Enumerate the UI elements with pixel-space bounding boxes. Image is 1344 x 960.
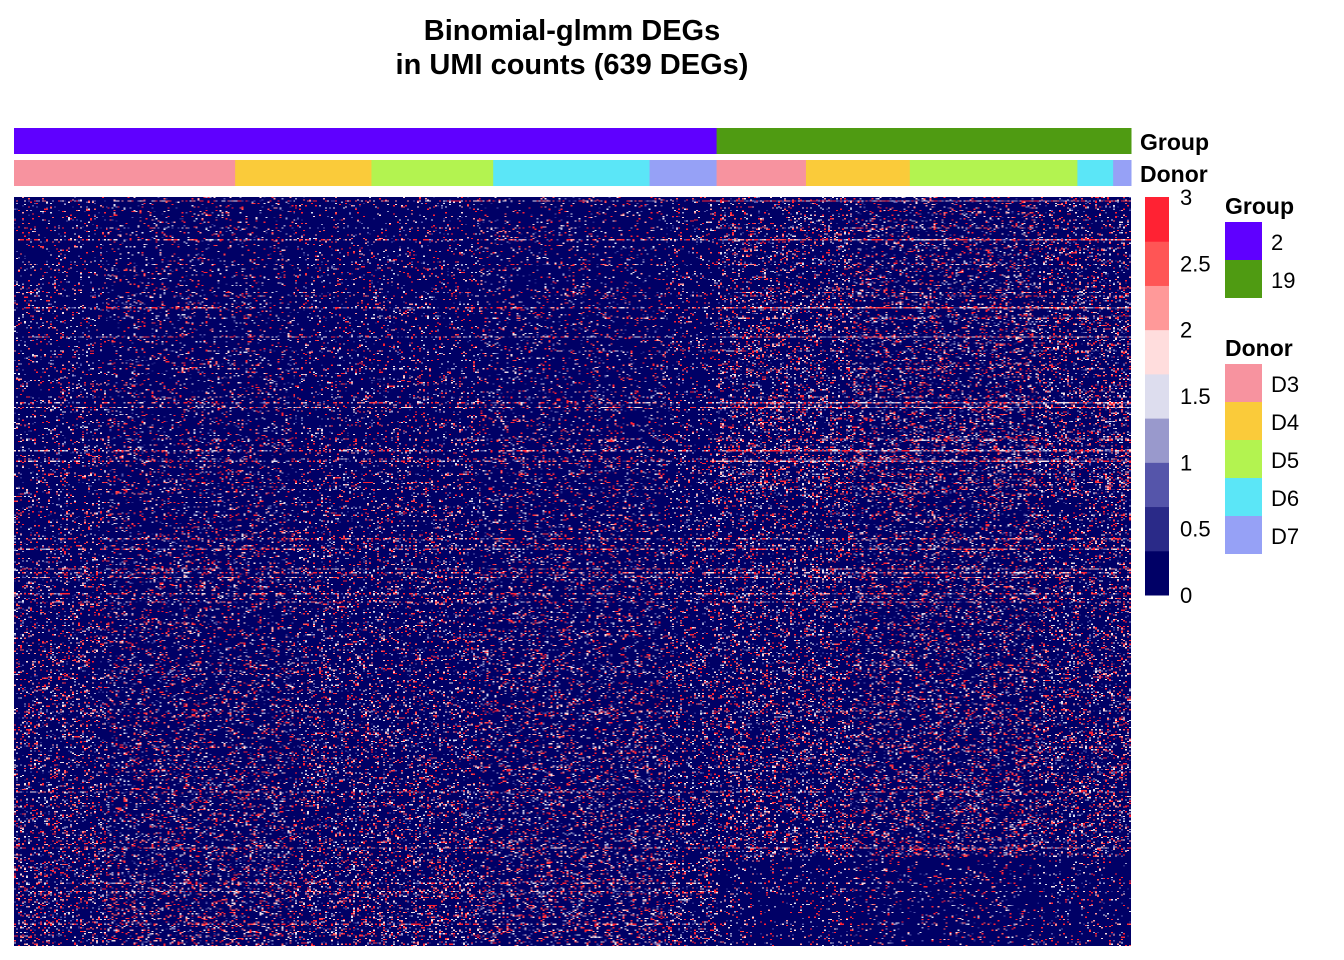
annotation-donor-segment-d6	[1077, 160, 1114, 186]
chart-title-line-2: in UMI counts (639 DEGs)	[395, 49, 749, 81]
color-scale-tick-label: 1.5	[1180, 384, 1211, 409]
chart-title-line-1: Binomial-glmm DEGs	[423, 15, 721, 47]
legend-swatch-d4	[1225, 402, 1262, 440]
annotation-track-labels: Group Donor	[1140, 129, 1209, 187]
annotation-group-segment-2	[14, 128, 718, 154]
legend-swatch-d5	[1225, 440, 1262, 478]
color-scale-swatch	[1145, 241, 1169, 286]
color-scale-tick-label: 3	[1180, 185, 1192, 210]
heatmap-cells	[14, 197, 1131, 946]
annotation-donor-segment-d4	[805, 160, 911, 186]
category-legends: Group 2 19 Donor D3 D4 D5 D6 D7	[1225, 193, 1299, 554]
legend-swatch-2	[1225, 222, 1262, 260]
annotation-donor-segment-d4	[235, 160, 372, 186]
color-scale-swatch	[1145, 506, 1169, 552]
legend-label-d5: D5	[1271, 448, 1299, 473]
color-scale-tick-label: 0.5	[1180, 517, 1211, 542]
color-scale-swatch	[1145, 550, 1169, 596]
color-scale-legend: 3 2.5 2 1.5 1 0.5 0	[1145, 185, 1211, 608]
color-scale-swatch	[1145, 373, 1169, 419]
legend-swatch-19	[1225, 260, 1262, 298]
annotation-donor-segment-d3	[716, 160, 807, 186]
legend-label-d7: D7	[1271, 524, 1299, 549]
color-scale-tick-label: 1	[1180, 450, 1192, 475]
color-scale-swatch	[1145, 462, 1169, 508]
color-scale-swatch	[1145, 197, 1169, 242]
annotation-donor-segment-d7	[1113, 160, 1132, 186]
annotation-label-donor: Donor	[1140, 161, 1208, 187]
legend-label-d3: D3	[1271, 372, 1299, 397]
annotation-bars	[14, 128, 1132, 186]
annotation-donor-segment-d6	[493, 160, 651, 186]
color-scale-swatch	[1145, 418, 1169, 463]
annotation-donor-segment-d7	[649, 160, 718, 186]
heatmap-body	[14, 197, 1131, 946]
legend-swatch-d7	[1225, 516, 1262, 554]
color-scale-swatch	[1145, 285, 1169, 331]
annotation-donor-segment-d3	[14, 160, 236, 186]
legend-title-donor: Donor	[1225, 335, 1293, 361]
legend-label-2: 2	[1271, 230, 1283, 255]
color-scale-tick-label: 2.5	[1180, 251, 1211, 276]
color-scale-swatch	[1145, 329, 1169, 375]
color-scale-tick-label: 2	[1180, 318, 1192, 343]
legend-swatch-d3	[1225, 364, 1262, 402]
annotation-group-segment-19	[716, 128, 1132, 154]
legend-label-19: 19	[1271, 268, 1295, 293]
legend-label-d4: D4	[1271, 410, 1299, 435]
color-scale-tick-label: 0	[1180, 583, 1192, 608]
legend-swatch-d6	[1225, 478, 1262, 516]
legend-title-group: Group	[1225, 193, 1294, 219]
annotation-donor-segment-d5	[909, 160, 1078, 186]
annotation-donor-segment-d5	[371, 160, 494, 186]
annotation-label-group: Group	[1140, 129, 1209, 155]
chart-title: Binomial-glmm DEGs in UMI counts (639 DE…	[0, 14, 1144, 82]
legend-label-d6: D6	[1271, 486, 1299, 511]
